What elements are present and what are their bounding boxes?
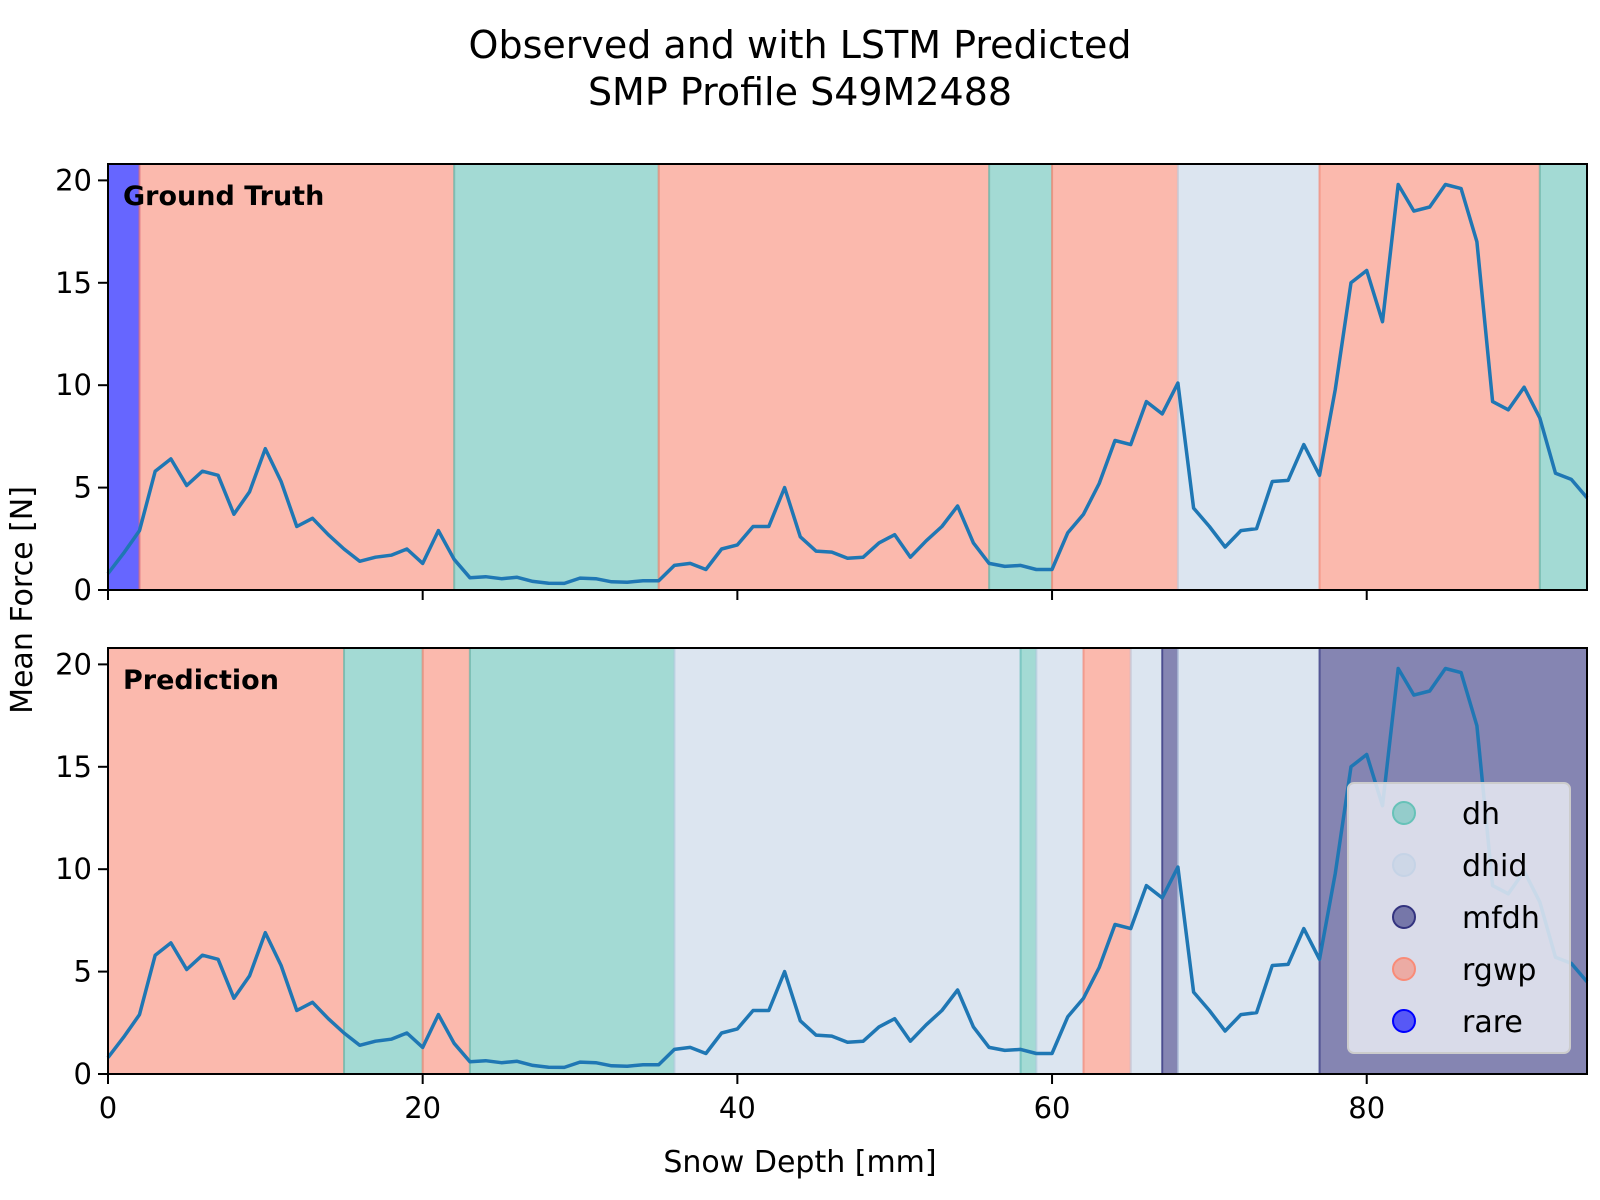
- segment-dh-5: [1019, 647, 1038, 1075]
- legend-label-rgwp: rgwp: [1462, 953, 1536, 988]
- x-tick-label: 60: [1034, 1091, 1071, 1125]
- x-tick-label: 20: [404, 1091, 441, 1125]
- legend-label-dhid: dhid: [1462, 849, 1527, 884]
- y-tick-label: 20: [55, 163, 92, 197]
- legend: dh dhid mfdh rgwp rare: [1347, 782, 1571, 1054]
- segment-dh-1: [343, 647, 424, 1075]
- segment-rgwp-0: [107, 647, 346, 1075]
- y-tick-label: 0: [74, 573, 92, 607]
- segment-dhid-10: [1176, 647, 1321, 1075]
- panel-label: Ground Truth: [123, 181, 324, 212]
- segment-rare-0: [107, 163, 141, 591]
- segment-dh-3: [468, 647, 676, 1075]
- segment-dhid-4: [673, 647, 1022, 1075]
- segment-rgwp-2: [421, 647, 471, 1075]
- segment-dh-2: [453, 163, 660, 591]
- x-tick-label: 80: [1348, 1091, 1385, 1125]
- segment-rgwp-7: [1082, 647, 1132, 1075]
- y-tick-label: 10: [55, 852, 92, 886]
- mean-force-line: [106, 182, 1589, 586]
- segment-dh-8: [1538, 163, 1588, 591]
- segment-rgwp-5: [1051, 163, 1179, 591]
- segment-mfdh-9: [1161, 647, 1179, 1075]
- segment-dh-4: [988, 163, 1054, 591]
- y-tick-label: 10: [55, 368, 92, 402]
- legend-marker-dh: [1392, 801, 1416, 825]
- x-tick-label: 0: [99, 1091, 117, 1125]
- segment-rgwp-7: [1318, 163, 1541, 591]
- y-tick-label: 5: [74, 471, 92, 505]
- legend-marker-rgwp: [1392, 957, 1416, 981]
- ground-truth-panel: 0 5 10 15 20 Ground Truth: [55, 163, 1589, 607]
- segment-rgwp-3: [657, 163, 991, 591]
- chart-title-line-1: Observed and with LSTM Predicted: [469, 23, 1132, 67]
- segment-dhid-6: [1176, 163, 1321, 591]
- x-axis-label: Snow Depth [mm]: [663, 1145, 936, 1180]
- x-tick-label: 40: [719, 1091, 756, 1125]
- y-axis-label: Mean Force [N]: [5, 486, 40, 714]
- legend-marker-dhid: [1392, 853, 1416, 877]
- legend-label-mfdh: mfdh: [1462, 901, 1540, 936]
- legend-label-dh: dh: [1462, 797, 1500, 832]
- panel-label: Prediction: [123, 665, 279, 696]
- chart-title-line-2: SMP Profile S49M2488: [588, 70, 1012, 114]
- legend-marker-mfdh: [1392, 905, 1416, 929]
- segment-dhid-6: [1035, 647, 1085, 1075]
- legend-marker-rare: [1392, 1009, 1416, 1033]
- y-tick-label: 20: [55, 647, 92, 681]
- y-tick-label: 0: [74, 1057, 92, 1091]
- axes-frame: [107, 647, 1588, 1075]
- y-tick-label: 5: [74, 955, 92, 989]
- legend-box: [1347, 782, 1571, 1054]
- y-tick-label: 15: [55, 750, 92, 784]
- legend-label-rare: rare: [1462, 1005, 1523, 1040]
- segment-dhid-8: [1129, 647, 1164, 1075]
- axes-frame: [107, 163, 1588, 591]
- mean-force-line: [106, 666, 1589, 1070]
- y-tick-label: 15: [55, 266, 92, 300]
- segment-rgwp-1: [138, 163, 456, 591]
